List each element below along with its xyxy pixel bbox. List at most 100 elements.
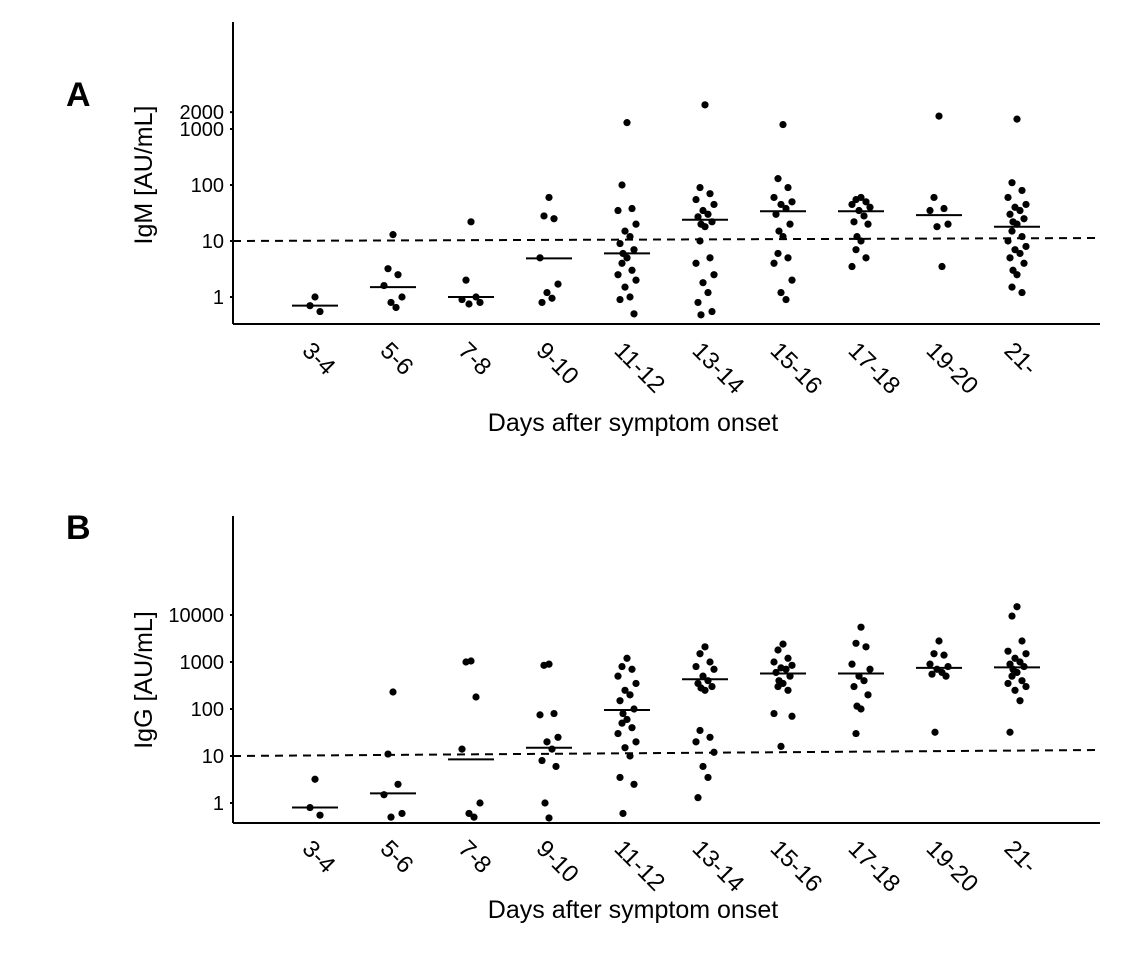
panel-b: B IgG [AU/mL] Days after symptom onset 1… <box>66 509 1101 924</box>
data-point <box>632 679 640 688</box>
data-point <box>541 799 549 807</box>
data-point <box>630 780 638 788</box>
data-point <box>710 665 718 673</box>
data-point <box>938 262 946 271</box>
data-point <box>621 744 629 752</box>
panel-letter-a: A <box>66 76 91 114</box>
data-point <box>779 232 787 241</box>
data-point <box>389 688 397 696</box>
data-point <box>548 745 556 753</box>
data-point <box>618 259 626 267</box>
data-point <box>857 623 865 631</box>
data-point <box>692 195 700 204</box>
y-tick-label: 100 <box>191 699 224 721</box>
data-point <box>1018 232 1026 241</box>
data-point <box>696 726 704 735</box>
data-point <box>545 814 553 822</box>
data-point <box>860 677 868 685</box>
x-axis-categories: 3-4 5-6 7-8 9-10 11-12 13-14 15-16 17-18 19-20 21… <box>297 337 1043 400</box>
data-point <box>694 794 702 802</box>
data-point <box>394 271 402 279</box>
data-point <box>774 249 782 258</box>
x-tick-label: 19-20 <box>921 835 984 898</box>
data-point <box>704 773 712 782</box>
data-point <box>694 298 702 307</box>
data-point <box>935 112 943 120</box>
data-point <box>623 654 631 662</box>
data-point <box>398 293 406 301</box>
data-point <box>706 190 714 198</box>
data-point <box>628 266 636 274</box>
data-point <box>770 193 778 202</box>
data-point <box>850 682 858 691</box>
data-point <box>696 650 704 658</box>
x-axis-categories: 3-4 5-6 7-8 9-10 11-12 13-14 15-16 17-18 19-20 21… <box>297 835 1043 898</box>
data-point <box>630 310 638 318</box>
data-point <box>696 237 704 245</box>
data-point <box>536 711 544 719</box>
data-point <box>1016 249 1024 258</box>
data-point <box>618 181 626 189</box>
data-point <box>616 773 624 782</box>
data-point <box>1008 227 1016 235</box>
y-tick-label: 1000 <box>180 652 225 674</box>
data-point <box>1022 242 1030 251</box>
data-point <box>696 183 704 192</box>
data-point <box>706 254 714 262</box>
data-point <box>619 809 627 818</box>
data-point <box>788 198 796 206</box>
data-point <box>1016 206 1024 215</box>
data-point <box>697 311 705 319</box>
data-point <box>630 246 638 254</box>
data-point <box>621 686 629 694</box>
data-point <box>857 705 865 713</box>
data-point <box>389 231 397 239</box>
data-point <box>866 665 874 673</box>
data-point <box>694 213 702 221</box>
x-tick-label: 13-14 <box>687 835 750 898</box>
data-point <box>777 742 785 751</box>
data-point <box>931 728 939 736</box>
data-point <box>470 813 478 821</box>
data-point <box>784 254 792 262</box>
data-point <box>472 693 480 701</box>
data-point <box>465 809 473 818</box>
data-point <box>862 643 870 651</box>
data-point <box>614 672 622 680</box>
data-point <box>862 198 870 206</box>
data-point <box>779 640 787 648</box>
panel-a: A IgM [AU/mL] Days after symptom onset 1… <box>66 22 1101 437</box>
x-tick-label: 3-4 <box>297 337 341 381</box>
data-point <box>770 709 778 718</box>
data-point <box>784 183 792 192</box>
y-tick-label: 10 <box>202 231 224 253</box>
data-point <box>554 733 562 741</box>
data-point <box>632 276 640 284</box>
data-point <box>701 223 709 231</box>
data-point <box>782 295 790 304</box>
data-point <box>926 206 934 215</box>
x-tick-label: 15-16 <box>765 835 828 898</box>
data-point <box>1004 193 1012 202</box>
data-point <box>852 639 860 647</box>
data-point <box>1020 215 1028 223</box>
data-point <box>944 662 952 671</box>
data-point <box>543 288 551 297</box>
x-tick-label: 21- <box>999 337 1043 381</box>
data-point <box>866 203 874 211</box>
data-point <box>788 661 796 669</box>
data-point <box>392 303 400 312</box>
data-point <box>626 691 634 699</box>
data-point <box>462 658 470 666</box>
data-point <box>704 210 712 218</box>
data-point <box>632 220 640 228</box>
data-point <box>384 750 392 758</box>
data-point <box>1008 672 1016 680</box>
data-point <box>552 762 560 771</box>
data-point <box>1013 603 1021 611</box>
data-point <box>848 200 856 209</box>
data-point <box>623 119 631 127</box>
panel-letter-b: B <box>66 509 91 547</box>
data-point <box>1018 186 1026 195</box>
